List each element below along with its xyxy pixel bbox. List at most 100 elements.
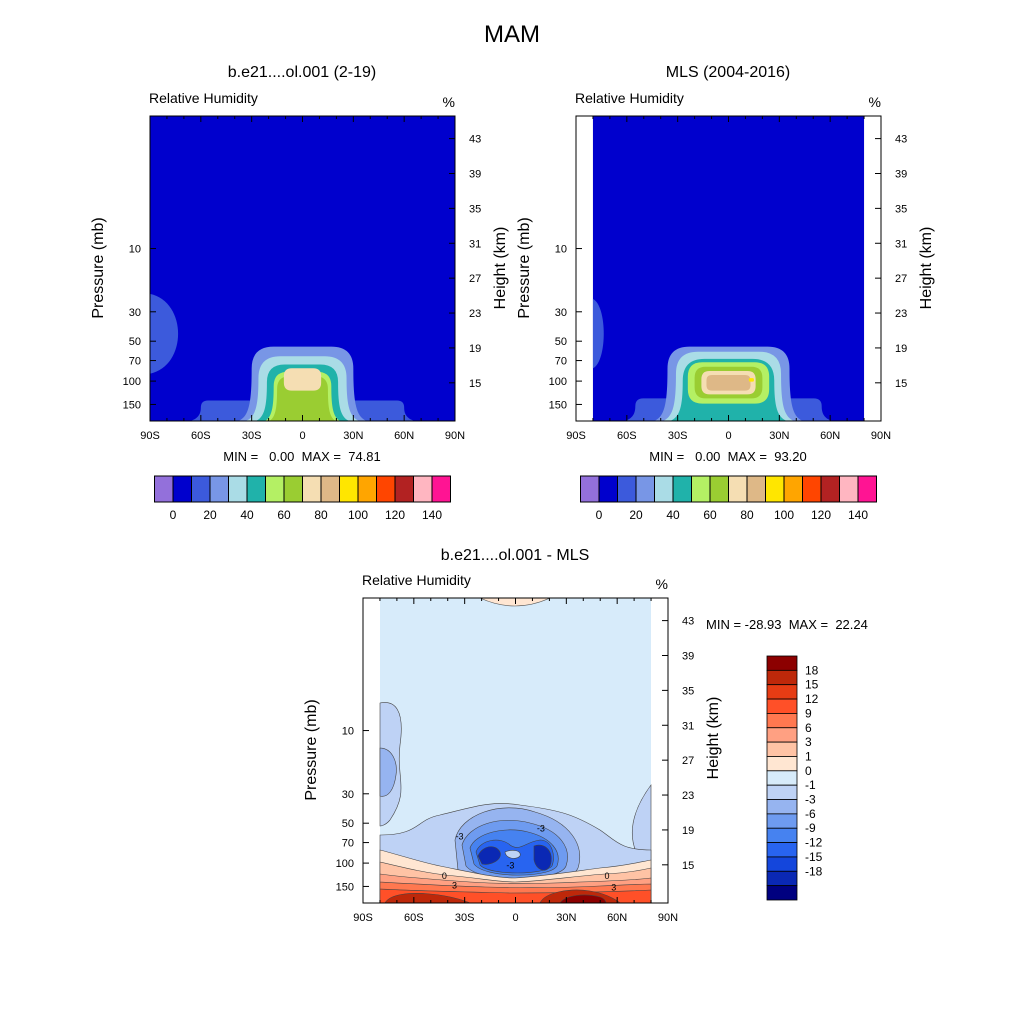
x-tick-label: 0: [725, 430, 731, 442]
y-tick-label: 100: [123, 376, 141, 388]
height-tick-label: 15: [895, 378, 907, 390]
x-tick-label: 60S: [404, 912, 424, 924]
panel-difference: b.e21....ol.001 - MLS Relative Humidity …: [303, 547, 868, 924]
height-tick-label: 19: [469, 343, 481, 355]
height-tick-label: 27: [682, 755, 694, 767]
colorbar-label: 100: [774, 508, 794, 522]
colorbar-label: 80: [314, 508, 328, 522]
contour-fill-10: [592, 298, 604, 369]
y-tick-label: 30: [555, 307, 567, 319]
colorbar-box: [154, 475, 174, 503]
colorbar-box: [431, 475, 451, 503]
colorbar-box: [246, 475, 266, 503]
colorbar-label: 0: [805, 764, 812, 778]
colorbar-label: 40: [240, 508, 254, 522]
panel-left-label: Relative Humidity: [575, 90, 684, 106]
x-tick-label: 60S: [617, 430, 637, 442]
colorbar-box: [857, 475, 877, 503]
height-tick-label: 15: [469, 378, 481, 390]
colorbar-label: -9: [805, 821, 816, 835]
x-tick-label: 30N: [343, 430, 363, 442]
panel-unit-label: %: [443, 94, 455, 110]
height-tick-label: 43: [469, 134, 481, 146]
min-max-text: MIN = 0.00 MAX = 74.81: [223, 449, 381, 464]
height-tick-label: 23: [682, 790, 694, 802]
colorbar-box: [765, 475, 785, 503]
colorbar-label: 20: [629, 508, 643, 522]
x-tick-label: 30S: [242, 430, 262, 442]
min-max-text: MIN = 0.00 MAX = 93.20: [649, 449, 807, 464]
x-tick-label: 60N: [607, 912, 627, 924]
height-tick-label: 19: [895, 343, 907, 355]
height-tick-label: 39: [895, 168, 907, 180]
colorbar-box: [766, 756, 798, 772]
x-tick-label: 30N: [769, 430, 789, 442]
y-tick-label: 70: [129, 356, 141, 368]
colorbar-box: [617, 475, 637, 503]
colorbar-label: 6: [805, 721, 812, 735]
height-tick-label: 39: [469, 168, 481, 180]
plot-fill: -3-3-30 03 3: [363, 598, 668, 903]
panel-mls: MLS (2004-2016) Relative Humidity % 90S 6…: [516, 64, 935, 522]
contour-label: -3: [537, 824, 545, 834]
colorbar-box: [766, 870, 798, 887]
colorbar-box: [691, 475, 711, 503]
colorbar-box: [672, 475, 692, 503]
contour-label: 3: [452, 880, 457, 890]
colorbar-box: [766, 684, 798, 700]
x-tick-label: 30S: [455, 912, 475, 924]
min-max-text: MIN = -28.93 MAX = 22.24: [706, 617, 868, 632]
y-tick-label: 50: [129, 336, 141, 348]
x-tick-label: 0: [299, 430, 305, 442]
colorbar-box: [580, 475, 600, 503]
x-tick-label: 90N: [871, 430, 891, 442]
colorbar-label: 12: [805, 692, 819, 706]
y-axis-label: Pressure (mb): [303, 699, 320, 800]
plot-ticks: 90S 60S 30S 0 30N 60N 90N 10 30 50 70 100 150 43 39 35 3…: [549, 116, 907, 442]
height-tick-label: 31: [895, 238, 907, 250]
colorbar: 0 20 40 60 80 100 120 140: [580, 475, 877, 522]
colorbar-label: 3: [805, 735, 812, 749]
panel-title: MLS (2004-2016): [666, 64, 791, 81]
height-tick-label: 31: [469, 238, 481, 250]
colorbar: 0 20 40 60 80 100 120 140: [154, 475, 451, 522]
colorbar-label: 60: [277, 508, 291, 522]
colorbar-box: [766, 856, 798, 872]
y-tick-label: 100: [336, 858, 354, 870]
colorbar-label: -12: [805, 836, 823, 850]
colorbar-box: [766, 698, 798, 714]
y-tick-label: 150: [549, 399, 567, 411]
colorbar-box: [783, 475, 803, 503]
y-tick-label: 10: [342, 726, 354, 738]
y-tick-label: 150: [123, 399, 141, 411]
y-tick-label: 10: [129, 244, 141, 256]
colorbar-box: [172, 475, 192, 503]
height-tick-label: 31: [682, 720, 694, 732]
colorbar-box: [766, 655, 798, 671]
contour-fill-10: [150, 293, 179, 374]
panel-title: b.e21....ol.001 (2-19): [228, 64, 377, 81]
y-tick-label: 150: [336, 881, 354, 893]
contour-fill-negative: [477, 846, 501, 865]
colorbar-label: 1: [805, 749, 812, 763]
colorbar-box: [839, 475, 859, 503]
y-axis-label: Pressure (mb): [516, 217, 533, 318]
y-tick-label: 100: [549, 376, 567, 388]
contour-label: 0: [604, 871, 609, 881]
x-tick-label: 0: [512, 912, 518, 924]
height-tick-label: 39: [682, 650, 694, 662]
contour-layers: [150, 293, 415, 421]
height-tick-label: 35: [469, 203, 481, 215]
height-tick-label: 35: [682, 685, 694, 697]
colorbar-box: [376, 475, 396, 503]
colorbar-box: [357, 475, 377, 503]
contour-labels: -3-3-30 03 3: [442, 824, 616, 893]
contour-label: 0: [442, 871, 447, 881]
colorbar-box: [283, 475, 303, 503]
colorbar-label: 80: [740, 508, 754, 522]
colorbar-label: -3: [805, 793, 816, 807]
colorbar-box: [802, 475, 822, 503]
colorbar-box: [766, 727, 798, 743]
